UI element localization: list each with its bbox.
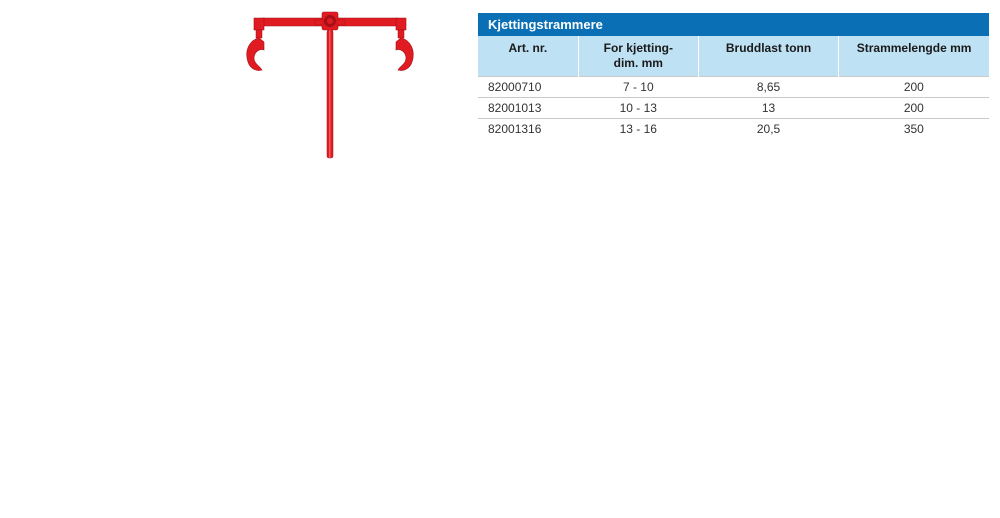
- table-row: 82000710 7 - 10 8,65 200: [478, 77, 989, 98]
- col-header-bruddlast: Bruddlast tonn: [698, 36, 838, 77]
- spec-table-container: Kjettingstrammere Art. nr. For kjetting-…: [478, 13, 989, 139]
- product-illustration: [230, 10, 430, 160]
- cell-artnr: 82001316: [478, 119, 578, 140]
- cell-strammelengde: 200: [839, 98, 989, 119]
- table-title: Kjettingstrammere: [478, 13, 989, 36]
- cell-strammelengde: 350: [839, 119, 989, 140]
- cell-bruddlast: 8,65: [698, 77, 838, 98]
- col-header-strammelengde: Strammelengde mm: [839, 36, 989, 77]
- cell-bruddlast: 20,5: [698, 119, 838, 140]
- table-row: 82001013 10 - 13 13 200: [478, 98, 989, 119]
- table-header-row: Art. nr. For kjetting- dim. mm Bruddlast…: [478, 36, 989, 77]
- col-header-artnr: Art. nr.: [478, 36, 578, 77]
- cell-artnr: 82000710: [478, 77, 578, 98]
- cell-bruddlast: 13: [698, 98, 838, 119]
- cell-dim: 7 - 10: [578, 77, 698, 98]
- spec-table: Art. nr. For kjetting- dim. mm Bruddlast…: [478, 36, 989, 139]
- cell-strammelengde: 200: [839, 77, 989, 98]
- col-header-dim: For kjetting- dim. mm: [578, 36, 698, 77]
- cell-dim: 10 - 13: [578, 98, 698, 119]
- cell-artnr: 82001013: [478, 98, 578, 119]
- table-row: 82001316 13 - 16 20,5 350: [478, 119, 989, 140]
- cell-dim: 13 - 16: [578, 119, 698, 140]
